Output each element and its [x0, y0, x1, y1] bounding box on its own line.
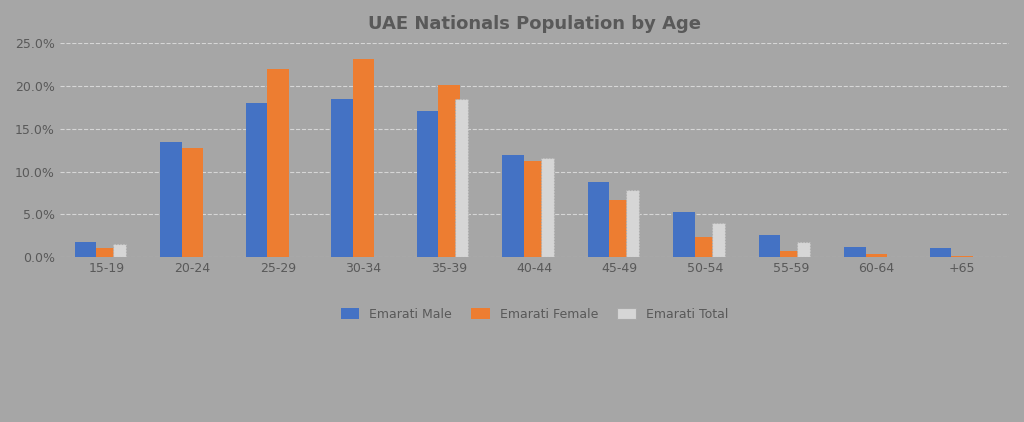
- Bar: [503, 155, 523, 257]
- Bar: [160, 141, 181, 257]
- Bar: [588, 182, 609, 257]
- Bar: [865, 254, 887, 257]
- Bar: [845, 247, 865, 257]
- Bar: [609, 200, 631, 257]
- Bar: [712, 223, 725, 257]
- Bar: [674, 212, 694, 257]
- Bar: [456, 99, 468, 257]
- Bar: [930, 248, 951, 257]
- Bar: [331, 99, 352, 257]
- Bar: [759, 235, 780, 257]
- Legend: Emarati Male, Emarati Female, Emarati Total: Emarati Male, Emarati Female, Emarati To…: [336, 303, 733, 326]
- Bar: [951, 256, 973, 257]
- Bar: [438, 85, 460, 257]
- Bar: [96, 248, 118, 257]
- Bar: [267, 70, 289, 257]
- Bar: [523, 161, 545, 257]
- Bar: [780, 252, 802, 257]
- Bar: [417, 111, 438, 257]
- Bar: [694, 237, 716, 257]
- Bar: [627, 190, 639, 257]
- Bar: [798, 242, 810, 257]
- Bar: [75, 242, 96, 257]
- Title: UAE Nationals Population by Age: UAE Nationals Population by Age: [368, 15, 700, 33]
- Bar: [541, 158, 554, 257]
- Bar: [114, 244, 126, 257]
- Bar: [246, 103, 267, 257]
- Bar: [181, 148, 203, 257]
- Bar: [352, 59, 374, 257]
